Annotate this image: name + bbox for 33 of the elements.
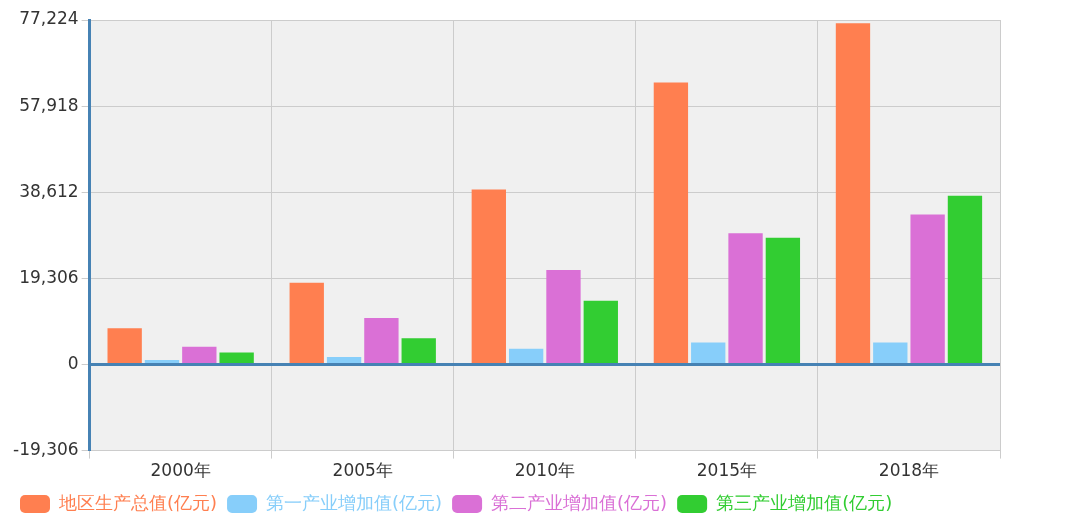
bar: [583, 300, 618, 364]
bar: [728, 233, 763, 364]
bar: [401, 338, 436, 364]
x-tick-label: 2018年: [878, 460, 940, 481]
x-tick-label: 2010年: [514, 460, 575, 481]
bar: [107, 328, 142, 364]
bar: [873, 342, 908, 364]
bar: [653, 82, 689, 364]
x-tick-label: 2015年: [696, 460, 758, 481]
y-tick-label: 38,612: [19, 180, 79, 201]
y-tick-label: 0: [67, 352, 79, 373]
legend-label: 地区生产总值(亿元): [58, 491, 218, 513]
bar: [546, 269, 581, 364]
bar: [508, 348, 544, 364]
bar: [947, 195, 983, 364]
bar: [835, 23, 871, 364]
bar: [471, 189, 506, 364]
x-tick-label: 2005年: [332, 460, 393, 481]
bar: [765, 237, 801, 364]
bar: [219, 352, 254, 364]
bar: [182, 346, 217, 364]
y-tick-label: 77,224: [19, 8, 79, 29]
bar: [910, 214, 945, 364]
bar: [691, 342, 726, 364]
legend-label: 第一产业增加值(亿元): [266, 491, 443, 513]
x-tick-label: 2000年: [150, 460, 211, 481]
y-tick-label: 19,306: [19, 266, 79, 287]
legend-label: 第三产业增加值(亿元): [716, 491, 893, 513]
bar: [289, 282, 324, 364]
bar: [364, 318, 399, 364]
y-tick-label: -19,306: [12, 439, 79, 460]
y-tick-label: 57,918: [19, 94, 79, 115]
legend-label: 第二产业增加值(亿元): [491, 491, 668, 513]
